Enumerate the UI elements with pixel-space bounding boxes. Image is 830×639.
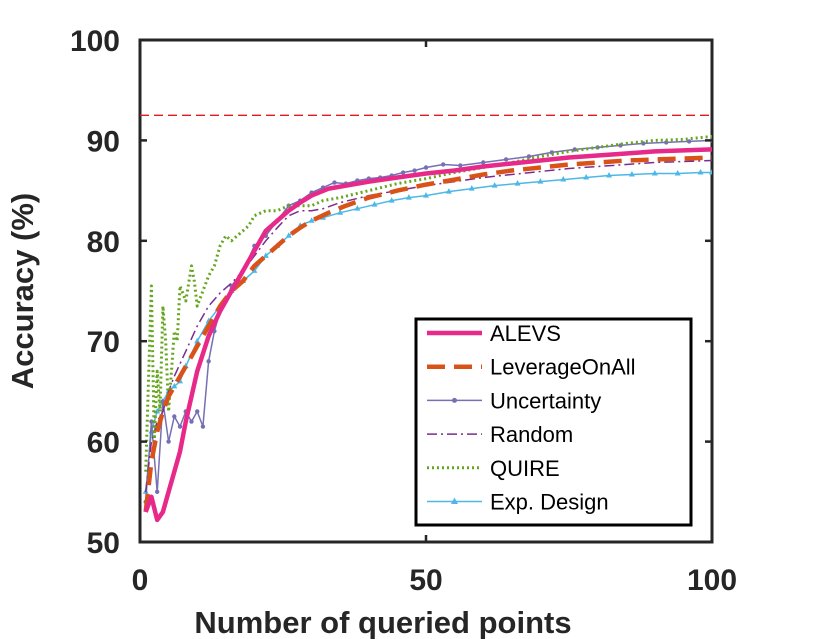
point-uncertainty <box>154 489 160 494</box>
point-exp-design <box>560 176 567 182</box>
legend-box <box>414 317 693 527</box>
series-line-alevs <box>143 147 712 523</box>
x-tick-label: 0 <box>132 564 149 597</box>
point-uncertainty <box>458 163 463 168</box>
point-uncertainty <box>195 409 200 414</box>
point-uncertainty <box>440 162 446 167</box>
point-exp-design <box>697 169 704 175</box>
point-exp-design <box>262 252 269 258</box>
point-exp-design <box>251 267 258 273</box>
point-exp-design <box>709 169 712 175</box>
point-uncertainty <box>423 165 429 170</box>
y-tick-label: 90 <box>87 125 120 158</box>
point-uncertainty <box>572 147 577 152</box>
legend-marker-exp-design <box>451 497 458 504</box>
x-tick-label: 50 <box>409 564 442 597</box>
point-exp-design <box>308 217 315 223</box>
point-exp-design <box>337 209 344 215</box>
point-uncertainty <box>189 419 194 424</box>
point-exp-design <box>445 188 452 194</box>
y-tick-label: 80 <box>87 226 120 259</box>
y-axis-title: Accuracy (%) <box>5 193 40 389</box>
series-line-random <box>144 159 712 492</box>
legend: ALEVS LeverageOnAll Uncertainty Random QUIRE… <box>414 317 693 527</box>
point-exp-design <box>405 194 412 200</box>
y-tick-label: 70 <box>87 326 120 359</box>
point-uncertainty <box>172 414 177 419</box>
x-axis-title: Number of queried points <box>194 605 571 639</box>
point-exp-design <box>583 174 590 180</box>
point-uncertainty <box>332 180 337 185</box>
x-tick-label: 100 <box>687 564 737 597</box>
y-tick-label: 50 <box>87 527 120 560</box>
legend-label-leverageonall: LeverageOnAll <box>490 355 636 380</box>
point-exp-design <box>514 180 521 186</box>
legend-label-random: Random <box>490 422 573 447</box>
point-uncertainty <box>206 359 211 364</box>
y-tick-label: 100 <box>70 25 120 58</box>
point-exp-design <box>491 182 498 188</box>
point-uncertainty <box>503 157 509 162</box>
point-exp-design <box>423 192 429 198</box>
point-exp-design <box>371 201 378 207</box>
point-exp-design <box>388 197 395 203</box>
point-exp-design <box>537 178 544 184</box>
legend-label-uncertainty: Uncertainty <box>490 388 601 413</box>
point-uncertainty <box>166 439 171 444</box>
point-uncertainty <box>526 154 532 159</box>
point-exp-design <box>171 382 178 389</box>
legend-marker-uncertainty <box>452 397 457 403</box>
tick-layer: 0 50 100 50 60 70 80 90 100 <box>70 25 737 597</box>
series-layer <box>142 134 712 523</box>
legend-label-quire: QUIRE <box>490 456 560 481</box>
series-line-quire <box>144 134 712 472</box>
point-exp-design <box>674 170 681 176</box>
point-uncertainty <box>481 160 486 165</box>
point-uncertainty <box>400 170 406 175</box>
point-exp-design <box>285 232 292 238</box>
point-uncertainty <box>200 424 206 429</box>
point-exp-design <box>354 205 361 211</box>
point-exp-design <box>651 170 658 176</box>
point-exp-design <box>194 337 201 344</box>
point-exp-design <box>606 172 613 178</box>
point-uncertainty <box>686 139 692 144</box>
y-tick-label: 60 <box>87 427 120 460</box>
point-uncertainty <box>177 424 183 429</box>
point-exp-design <box>628 171 635 177</box>
legend-label-exp-design: Exp. Design <box>490 490 609 515</box>
legend-label-alevs: ALEVS <box>490 321 561 346</box>
series-line-leverageonall <box>143 155 712 513</box>
point-exp-design <box>468 185 475 191</box>
point-uncertainty <box>412 168 417 173</box>
